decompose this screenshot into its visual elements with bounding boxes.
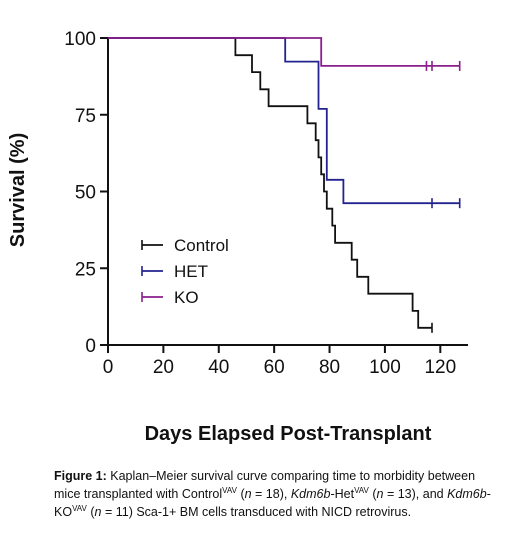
x-axis-title: Days Elapsed Post-Transplant bbox=[145, 423, 432, 445]
caption-text: -KO bbox=[54, 487, 491, 519]
y-axis-title: Survival (%) bbox=[7, 133, 29, 247]
y-tick-label: 0 bbox=[85, 336, 96, 357]
x-tick-label: 120 bbox=[424, 357, 456, 378]
caption-text: -Het bbox=[330, 487, 355, 501]
x-tick-label: 60 bbox=[264, 357, 285, 378]
caption-text: = 18), bbox=[251, 487, 291, 501]
caption-superscript: VAV bbox=[222, 485, 237, 495]
axes: 0 20 40 60 80 100 120 0 25 50 75 100 bbox=[64, 29, 468, 378]
caption-text: ( bbox=[236, 487, 245, 501]
legend-label-control: Control bbox=[174, 236, 229, 255]
caption-italic: n bbox=[94, 505, 102, 519]
x-tick-label: 80 bbox=[319, 357, 340, 378]
x-tick-label: 20 bbox=[153, 357, 174, 378]
y-tick-label: 50 bbox=[75, 183, 96, 204]
y-tick-label: 100 bbox=[64, 29, 96, 50]
caption-text: = 11) Sca-1+ BM cells transduced with NI… bbox=[101, 505, 412, 519]
survival-curve-het bbox=[108, 37, 460, 205]
caption-text: = 13), and bbox=[383, 487, 448, 501]
caption-text: ( bbox=[368, 487, 377, 501]
survival-chart: 0 20 40 60 80 100 120 0 25 50 75 100 Control HET KO D… bbox=[7, 29, 468, 445]
x-tick-label: 100 bbox=[369, 357, 401, 378]
y-tick-label: 75 bbox=[75, 106, 96, 127]
x-tick-label: 0 bbox=[103, 357, 114, 378]
caption-superscript: VAV bbox=[354, 485, 369, 495]
survival-curve-control bbox=[108, 37, 432, 329]
caption-gene-name: Kdm6b bbox=[447, 487, 487, 501]
caption-italic: n bbox=[376, 487, 384, 501]
caption-superscript: VAV bbox=[72, 503, 87, 513]
survival-curve-ko bbox=[108, 37, 460, 67]
legend: Control HET KO bbox=[141, 236, 229, 307]
caption-label: Figure 1: bbox=[54, 469, 107, 483]
x-tick-label: 40 bbox=[208, 357, 229, 378]
caption-text: ( bbox=[86, 505, 95, 519]
figure-caption: Figure 1: Kaplan–Meier survival curve co… bbox=[54, 467, 499, 521]
series-layer bbox=[108, 37, 461, 333]
legend-label-ko: KO bbox=[174, 288, 199, 307]
caption-italic: n bbox=[244, 487, 252, 501]
caption-text: Kaplan–Meier survival curve comparing ti… bbox=[54, 469, 476, 501]
y-tick-label: 25 bbox=[75, 259, 96, 280]
caption-gene-name: Kdm6b bbox=[290, 487, 331, 501]
legend-label-het: HET bbox=[174, 262, 208, 281]
